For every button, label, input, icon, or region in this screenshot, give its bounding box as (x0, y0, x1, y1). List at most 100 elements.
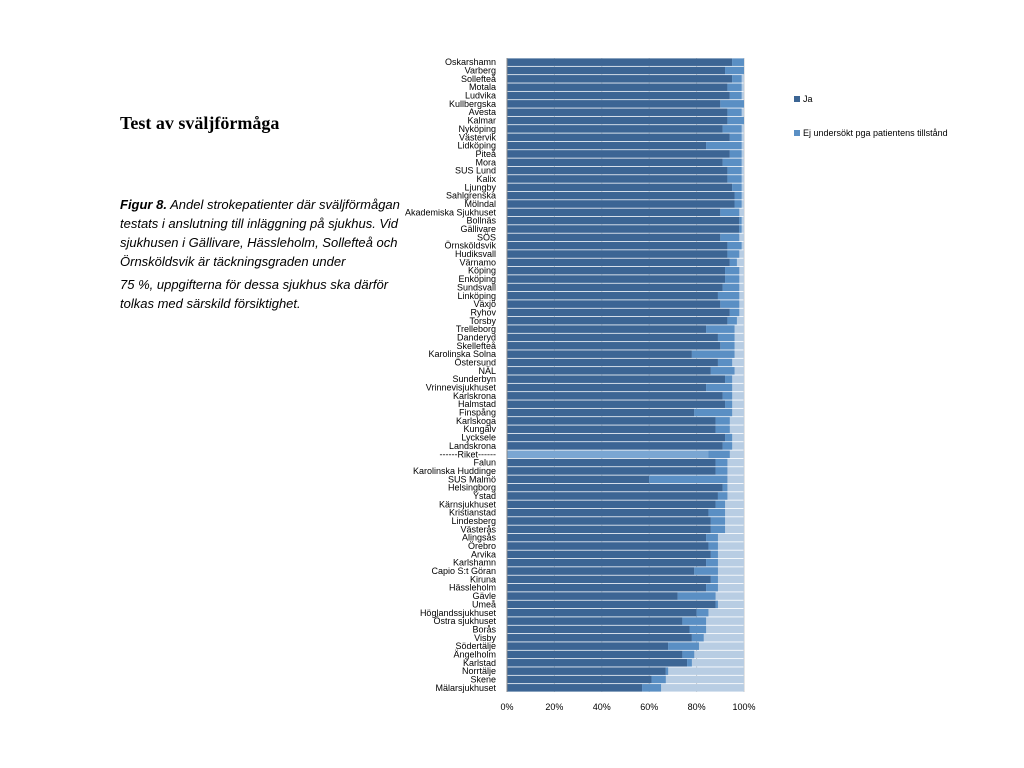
bar-ja (507, 83, 728, 91)
bar-ja (507, 66, 726, 75)
chart-legend: Ja Ej undersökt pga patientens tillstånd (794, 93, 974, 139)
x-tick-label: 60% (640, 702, 658, 712)
bar-ja (507, 659, 688, 667)
bar-ej (708, 450, 730, 459)
bar-ej (687, 659, 692, 667)
category-label: Kungälv (463, 424, 496, 434)
bar-ej (710, 367, 735, 375)
category-label: Motala (469, 82, 496, 92)
category-label: Ludvika (465, 91, 496, 101)
bar-ja (507, 325, 707, 333)
bar-ej (727, 116, 744, 125)
bar-ej (694, 408, 733, 417)
bar-ej (725, 375, 733, 383)
bar-ja (507, 508, 709, 517)
bar-ja (507, 575, 711, 584)
legend-item-ej: Ej undersökt pga patientens tillstånd (794, 127, 974, 139)
bar-ej (725, 400, 733, 408)
category-label: Södertälje (455, 641, 496, 651)
bar-ej (717, 358, 733, 367)
bar-ja (507, 258, 730, 267)
bar-ja (507, 158, 723, 167)
bar-ej (706, 383, 733, 392)
bar-ej (649, 475, 728, 484)
bar-ja (507, 684, 643, 692)
category-label: Helsingborg (448, 483, 496, 493)
bar-ej (727, 83, 742, 91)
bar-ej (727, 166, 742, 175)
bar-ja (507, 617, 683, 625)
bar-ja (507, 375, 726, 383)
bar-ja (507, 625, 690, 634)
category-label: Karolinska Solna (428, 349, 496, 359)
bar-ja (507, 417, 716, 425)
bar-ja (507, 492, 718, 500)
bar-ej (727, 317, 737, 325)
slide-title: Test av sväljförmåga (120, 113, 280, 133)
bar-ej (729, 91, 742, 100)
bar-ej (725, 275, 740, 283)
category-label: Skellefteå (456, 341, 496, 351)
bar-ej (722, 392, 733, 400)
bar-ej (710, 550, 718, 559)
bar-ja (507, 350, 692, 358)
category-label: Nyköping (458, 124, 496, 134)
bar-ej (722, 283, 740, 292)
bar-ej (732, 183, 742, 192)
category-label: ------Riket------ (440, 449, 496, 459)
bar-ja (507, 408, 695, 417)
bar-ja (507, 133, 730, 142)
category-label: Bollnäs (466, 216, 496, 226)
category-label: Mälarsjukhuset (435, 683, 496, 693)
category-label: Skene (470, 674, 496, 684)
category-label: Falun (473, 458, 496, 468)
bar-ja (507, 608, 697, 617)
bar-ej (722, 158, 742, 167)
category-label: Örnsköldsvik (444, 241, 496, 251)
bar-ja (507, 75, 733, 83)
category-label: Finspång (459, 408, 496, 418)
bar-ej (729, 308, 740, 317)
category-label: Kiruna (470, 574, 496, 584)
category-label: Ystad (473, 491, 496, 501)
bar-ja (507, 317, 728, 325)
category-label: Kalmar (467, 116, 496, 126)
category-label: Akademiska Sjukhuset (405, 207, 497, 217)
category-label: Halmstad (458, 399, 496, 409)
bar-ej (689, 625, 707, 634)
bar-ja (507, 283, 723, 292)
bar-ej (732, 58, 744, 66)
bar-ej (715, 467, 728, 475)
legend-item-ja: Ja (794, 93, 974, 105)
bar-ej (710, 517, 726, 525)
bar-ja (507, 108, 728, 116)
category-label: Borås (472, 624, 496, 634)
bar-ej (727, 108, 742, 116)
bar-ja (507, 358, 718, 367)
bar-ja (507, 667, 666, 675)
category-label: Kalix (476, 174, 496, 184)
bar-ej (727, 175, 742, 183)
bar-ja (507, 634, 692, 642)
category-label: Varberg (465, 66, 496, 76)
bar-ja (507, 483, 723, 492)
bar-ej (691, 634, 704, 642)
category-label: Karlskoga (456, 416, 496, 426)
category-label: Östra sjukhuset (433, 616, 496, 626)
bar-ja (507, 225, 740, 233)
bar-ja (507, 500, 716, 509)
bar-ja (507, 166, 728, 175)
bar-ej (725, 433, 733, 442)
bar-ej (717, 291, 740, 300)
bar-ej (682, 617, 707, 625)
category-label: Gällivare (460, 224, 496, 234)
bar-ja (507, 141, 707, 150)
bar-ej (694, 567, 718, 575)
bar-ja (507, 467, 716, 475)
category-label: Sollefteå (461, 74, 496, 84)
bar-ej (706, 533, 718, 542)
bar-ej (715, 600, 718, 609)
bar-ej (720, 300, 740, 308)
category-label: Norrtälje (462, 666, 496, 676)
